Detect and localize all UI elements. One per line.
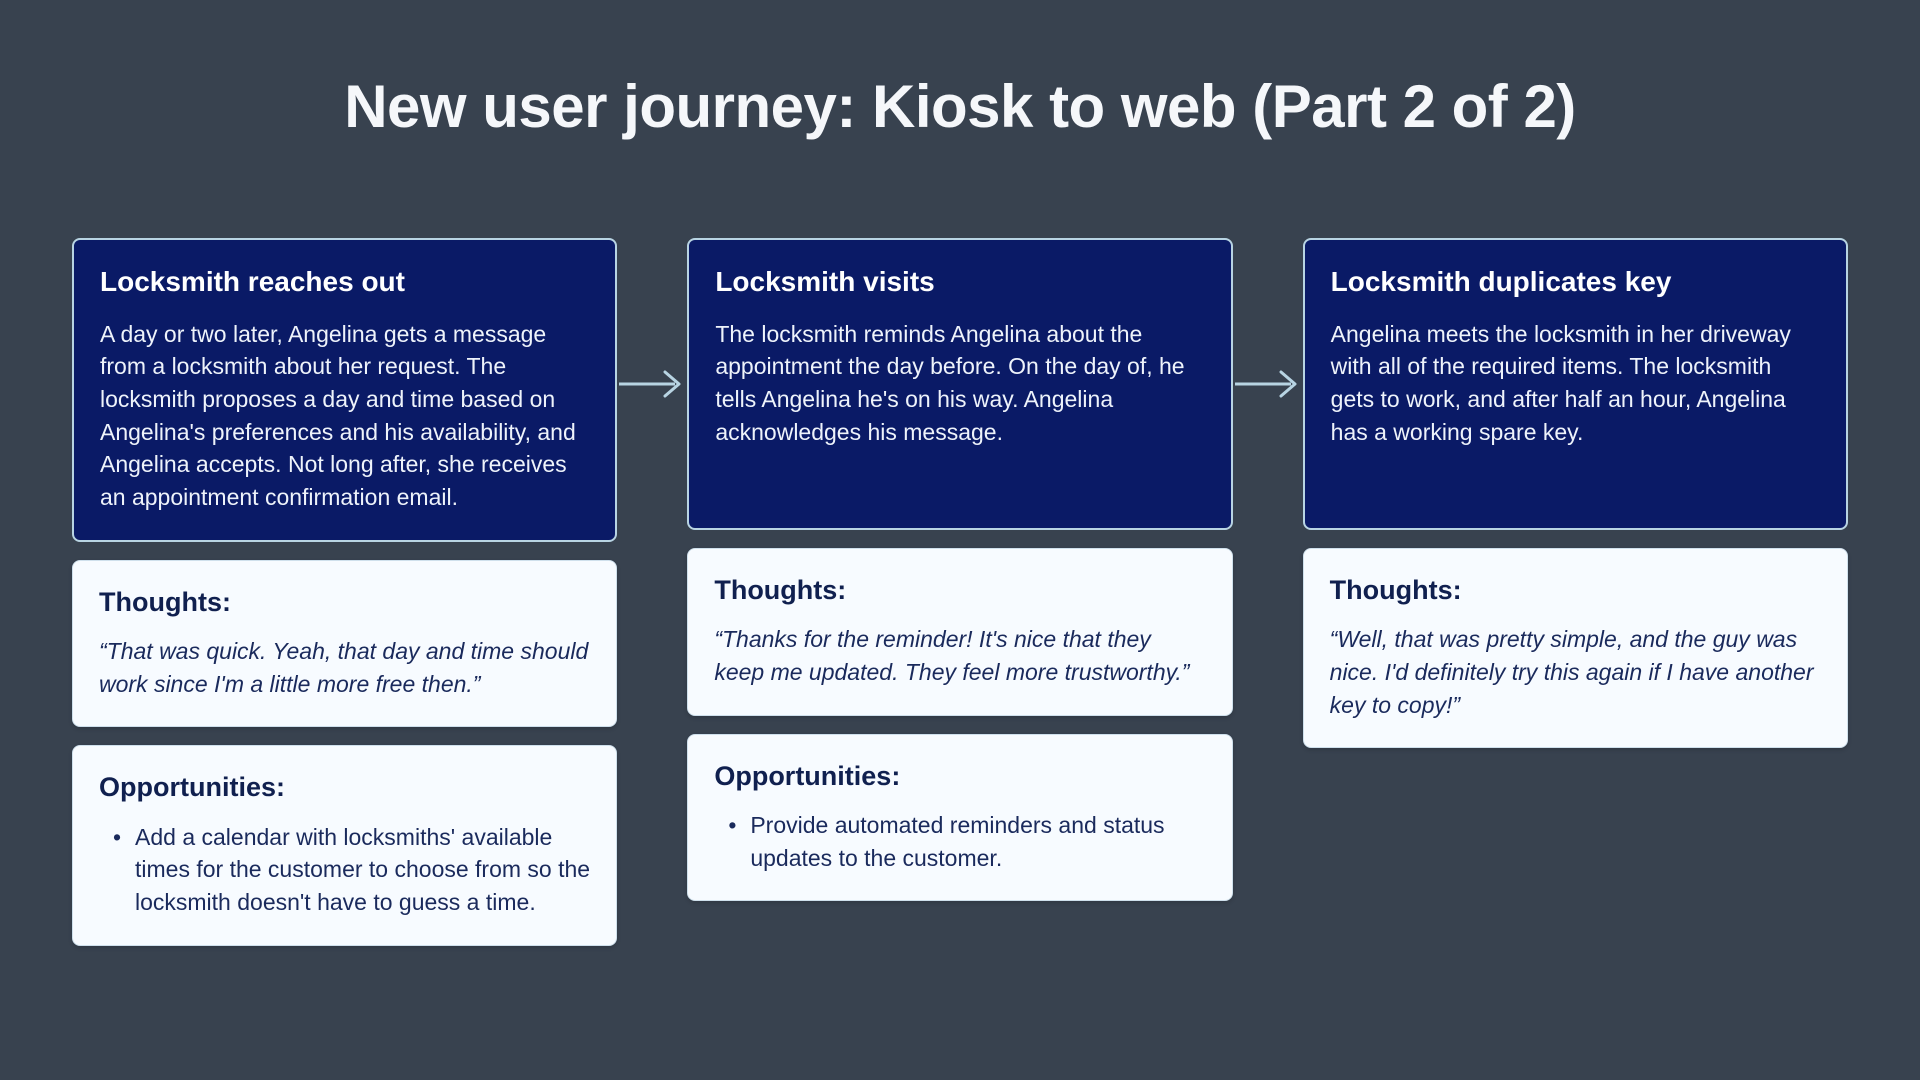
thoughts-heading: Thoughts: — [99, 583, 590, 621]
opportunities-list: Provide automated reminders and status u… — [714, 809, 1205, 874]
thoughts-heading: Thoughts: — [714, 571, 1205, 609]
opportunity-item: Add a calendar with locksmiths' availabl… — [113, 821, 590, 919]
thoughts-card: Thoughts: “That was quick. Yeah, that da… — [72, 560, 617, 728]
thought-text: “Well, that was pretty simple, and the g… — [1330, 623, 1821, 721]
stage-body: A day or two later, Angelina gets a mess… — [100, 318, 589, 514]
arrow-connector — [617, 238, 687, 530]
stage-card: Locksmith duplicates key Angelina meets … — [1303, 238, 1848, 530]
journey-board: Locksmith reaches out A day or two later… — [72, 238, 1848, 946]
page-title: New user journey: Kiosk to web (Part 2 o… — [0, 0, 1920, 141]
stage-title: Locksmith visits — [715, 262, 1204, 302]
opportunities-list: Add a calendar with locksmiths' availabl… — [99, 821, 590, 919]
opportunities-heading: Opportunities: — [99, 768, 590, 806]
journey-column-2: Locksmith visits The locksmith reminds A… — [687, 238, 1232, 901]
stage-card: Locksmith visits The locksmith reminds A… — [687, 238, 1232, 530]
arrow-right-icon — [617, 364, 687, 404]
thoughts-card: Thoughts: “Well, that was pretty simple,… — [1303, 548, 1848, 748]
opportunity-item: Provide automated reminders and status u… — [728, 809, 1205, 874]
thought-text: “That was quick. Yeah, that day and time… — [99, 635, 590, 700]
stage-title: Locksmith reaches out — [100, 262, 589, 302]
thought-text: “Thanks for the reminder! It's nice that… — [714, 623, 1205, 688]
stage-body: Angelina meets the locksmith in her driv… — [1331, 318, 1820, 449]
thoughts-card: Thoughts: “Thanks for the reminder! It's… — [687, 548, 1232, 716]
thoughts-heading: Thoughts: — [1330, 571, 1821, 609]
arrow-connector — [1233, 238, 1303, 530]
stage-title: Locksmith duplicates key — [1331, 262, 1820, 302]
stage-body: The locksmith reminds Angelina about the… — [715, 318, 1204, 449]
opportunities-heading: Opportunities: — [714, 757, 1205, 795]
opportunities-card: Opportunities: Provide automated reminde… — [687, 734, 1232, 902]
journey-column-3: Locksmith duplicates key Angelina meets … — [1303, 238, 1848, 748]
opportunities-card: Opportunities: Add a calendar with locks… — [72, 745, 617, 945]
journey-column-1: Locksmith reaches out A day or two later… — [72, 238, 617, 946]
arrow-right-icon — [1233, 364, 1303, 404]
stage-card: Locksmith reaches out A day or two later… — [72, 238, 617, 542]
